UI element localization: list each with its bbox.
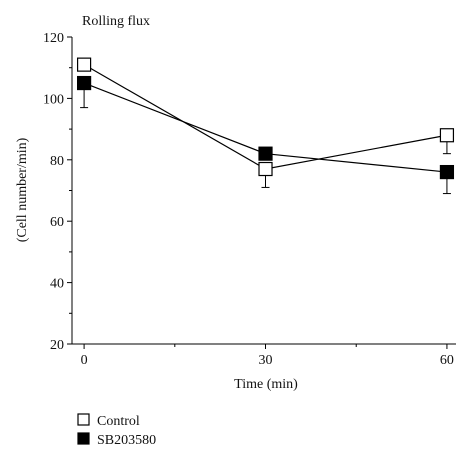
legend-label: SB203580 — [97, 433, 156, 448]
data-point-control — [439, 128, 455, 143]
y-tick-label: 60 — [50, 215, 64, 230]
data-point-sb203580 — [258, 146, 273, 161]
y-axis-label: (Cell number/min) — [15, 137, 30, 242]
x-axis: 0 30 60 — [81, 344, 454, 368]
legend-marker — [77, 432, 90, 445]
data-point-control — [258, 161, 273, 177]
y-tick-label: 100 — [43, 92, 64, 107]
plot-area — [71, 37, 456, 345]
x-tick-label: 60 — [440, 353, 454, 368]
legend: Control SB203580 — [77, 413, 156, 448]
x-tick-label: 30 — [259, 353, 273, 368]
data-point-control — [76, 57, 92, 72]
legend-marker — [77, 413, 90, 426]
chart-title: Rolling flux — [82, 14, 150, 29]
x-tick-label: 0 — [81, 353, 88, 368]
x-axis-label: Time (min) — [234, 377, 298, 392]
data-point-sb203580 — [439, 164, 455, 180]
y-tick-label: 80 — [50, 154, 64, 169]
legend-label: Control — [97, 414, 140, 429]
y-axis: 20 40 60 80 100 120 — [43, 31, 72, 353]
y-tick-label: 40 — [50, 277, 64, 292]
y-tick-label: 20 — [50, 338, 64, 353]
data-point-sb203580 — [76, 75, 92, 91]
y-tick-label: 120 — [43, 31, 64, 46]
